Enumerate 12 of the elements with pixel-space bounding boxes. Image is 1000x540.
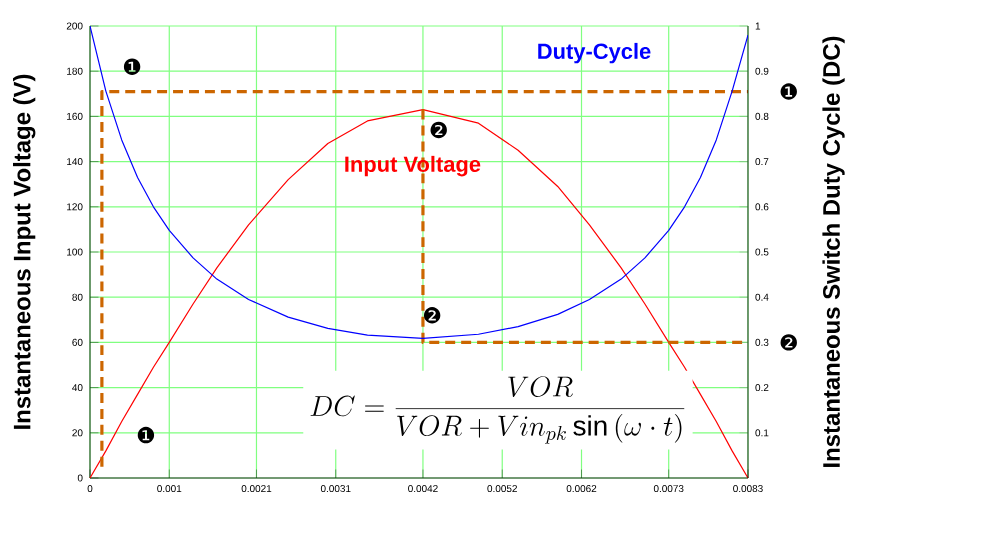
- line-series: [90, 26, 748, 339]
- annotation: ❷: [430, 121, 447, 139]
- annotation: ❷: [423, 307, 441, 324]
- text: Duty-Cycle: [538, 42, 651, 64]
- y2-axis-title: Instantaneous Switch Duty Cycle (DC): [822, 36, 845, 467]
- annotation: ❶: [137, 426, 155, 444]
- annotation: ❶: [123, 58, 141, 75]
- y-axis-title: Instantaneous Input Voltage (V): [13, 74, 36, 429]
- annotation: ❷: [780, 334, 797, 351]
- annotation: ❶: [780, 83, 797, 100]
- series-label: Input Voltage: [345, 155, 481, 177]
- annotation: $DC=\frac{VOR}{VOR+Vin_{pk}\sin\left(\omega\cdot t\right)}$: [310, 376, 685, 444]
